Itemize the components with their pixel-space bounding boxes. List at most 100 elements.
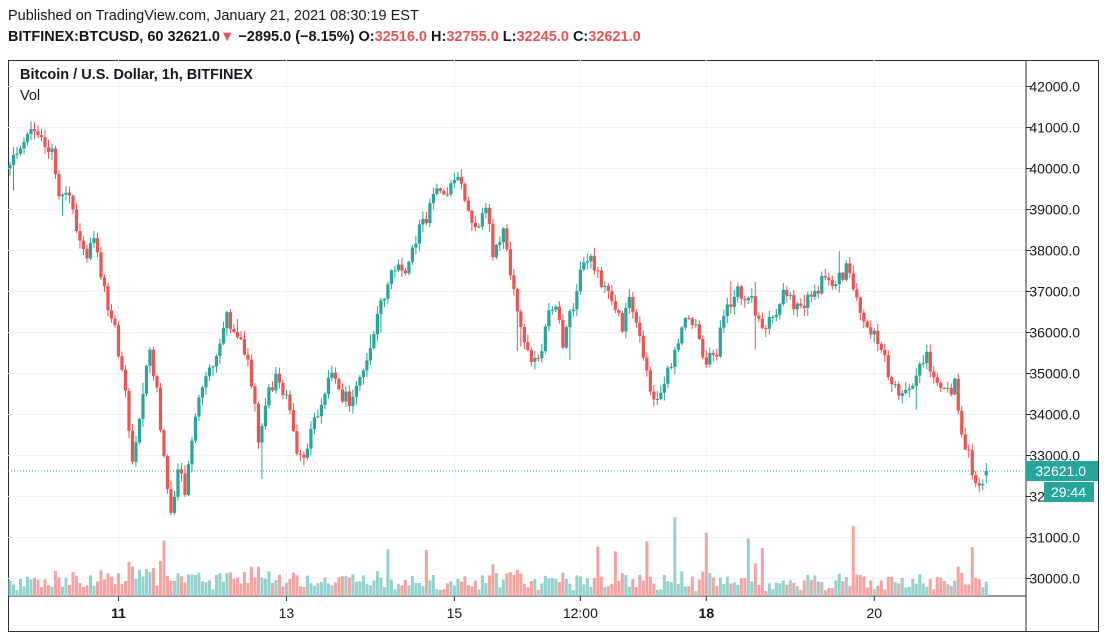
candle-body <box>743 298 747 301</box>
volume-bar <box>214 574 218 596</box>
volume-bar <box>694 591 698 596</box>
candle-body <box>932 371 936 378</box>
price-label-text: 32621.0 <box>1035 463 1086 479</box>
candle-body <box>473 222 477 228</box>
candle-body <box>494 244 498 258</box>
volume-bar <box>512 574 516 596</box>
volume-bar <box>781 580 785 596</box>
volume-bar <box>928 578 932 596</box>
candle-body <box>788 295 792 297</box>
volume-bar <box>911 578 915 596</box>
volume-bar <box>907 586 911 596</box>
candle-body <box>823 276 827 278</box>
volume-bar <box>113 583 117 596</box>
candle-body <box>319 404 324 417</box>
candle-body <box>382 298 387 301</box>
candle-body <box>116 324 121 357</box>
volume-bar <box>697 579 701 596</box>
candle-body <box>956 378 960 411</box>
candle-body <box>620 313 624 332</box>
volume-bar <box>547 578 551 596</box>
volume-bar <box>704 532 708 596</box>
candle-body <box>984 471 988 476</box>
volume-bar <box>403 579 407 596</box>
volume-bar <box>823 590 827 596</box>
candle-body <box>687 318 691 320</box>
volume-bar <box>253 577 257 596</box>
volume-bar <box>179 576 183 596</box>
close-value: 32621.0 <box>588 29 641 45</box>
candle-body <box>540 351 544 359</box>
candle-body <box>610 291 614 302</box>
volume-bar <box>676 584 680 596</box>
volume-bar <box>624 574 628 596</box>
candle-body <box>365 360 369 371</box>
candle-body <box>25 134 30 142</box>
volume-bar <box>295 575 299 596</box>
volume-bar <box>438 589 442 596</box>
volume-bar <box>221 581 225 596</box>
x-tick-label: 13 <box>279 605 295 621</box>
volume-bar <box>967 584 971 596</box>
volume-bar <box>904 587 908 596</box>
candle-body <box>148 349 152 366</box>
volume-bar <box>662 574 666 596</box>
volume-bar <box>603 587 607 596</box>
candle-body <box>263 405 268 427</box>
candle-body <box>771 316 775 318</box>
candle-body <box>298 453 303 455</box>
volume-label: Vol <box>20 88 41 104</box>
x-tick-label: 11 <box>111 605 126 621</box>
candle-body <box>498 242 502 245</box>
price-chart[interactable]: 42000.0 41000.0 40000.0 39000.0 38000.0 37000… <box>8 60 1099 632</box>
volume-bar <box>32 577 36 596</box>
candle-body <box>820 276 824 294</box>
low-label: L: <box>502 29 517 45</box>
volume-bar <box>155 585 159 596</box>
candle-body <box>484 207 488 214</box>
candle-body <box>50 148 54 152</box>
volume-bar <box>942 580 946 596</box>
candle-body <box>942 387 946 389</box>
volume-bar <box>302 586 306 596</box>
candle-body <box>39 135 44 138</box>
volume-bar <box>207 580 211 596</box>
candle-body <box>645 357 649 371</box>
volume-bar <box>858 575 862 596</box>
candle-body <box>928 351 932 372</box>
volume-bar <box>592 577 596 596</box>
candle-body <box>130 430 135 462</box>
volume-bar <box>841 581 845 596</box>
volume-bar <box>659 589 663 596</box>
volume-bar <box>102 579 106 596</box>
volume-bar <box>239 583 243 596</box>
candle-body <box>529 350 533 362</box>
published-line: Published on TradingView.com, January 21… <box>8 8 419 24</box>
volume-bar <box>463 576 467 596</box>
candle-body <box>67 192 72 196</box>
candle-body <box>470 210 474 223</box>
candle-body <box>29 129 33 135</box>
volume-bar <box>827 587 831 596</box>
volume-bar <box>494 573 498 596</box>
volume-bar <box>39 587 43 596</box>
volume-bar <box>848 586 852 596</box>
volume-bar <box>134 579 138 596</box>
volume-bar <box>316 583 320 596</box>
candle-body <box>960 410 964 435</box>
candle-body <box>505 228 509 250</box>
chart-frame[interactable] <box>8 60 1099 632</box>
volume-bar <box>435 589 439 596</box>
volume-bar <box>340 576 344 596</box>
price-label-box <box>1026 461 1098 482</box>
candle-body <box>22 141 26 149</box>
volume-bar <box>641 580 645 596</box>
volume-bar <box>736 584 740 596</box>
volume-bar <box>477 589 481 596</box>
candle-body <box>155 376 159 388</box>
candle-body <box>459 176 463 184</box>
candle-body <box>893 384 897 386</box>
volume-bar <box>760 547 764 596</box>
candle-body <box>732 296 736 307</box>
volume-bar <box>606 586 610 596</box>
